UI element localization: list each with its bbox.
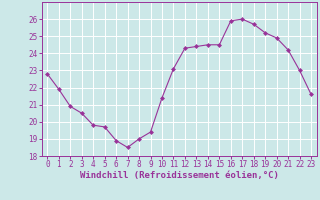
- X-axis label: Windchill (Refroidissement éolien,°C): Windchill (Refroidissement éolien,°C): [80, 171, 279, 180]
